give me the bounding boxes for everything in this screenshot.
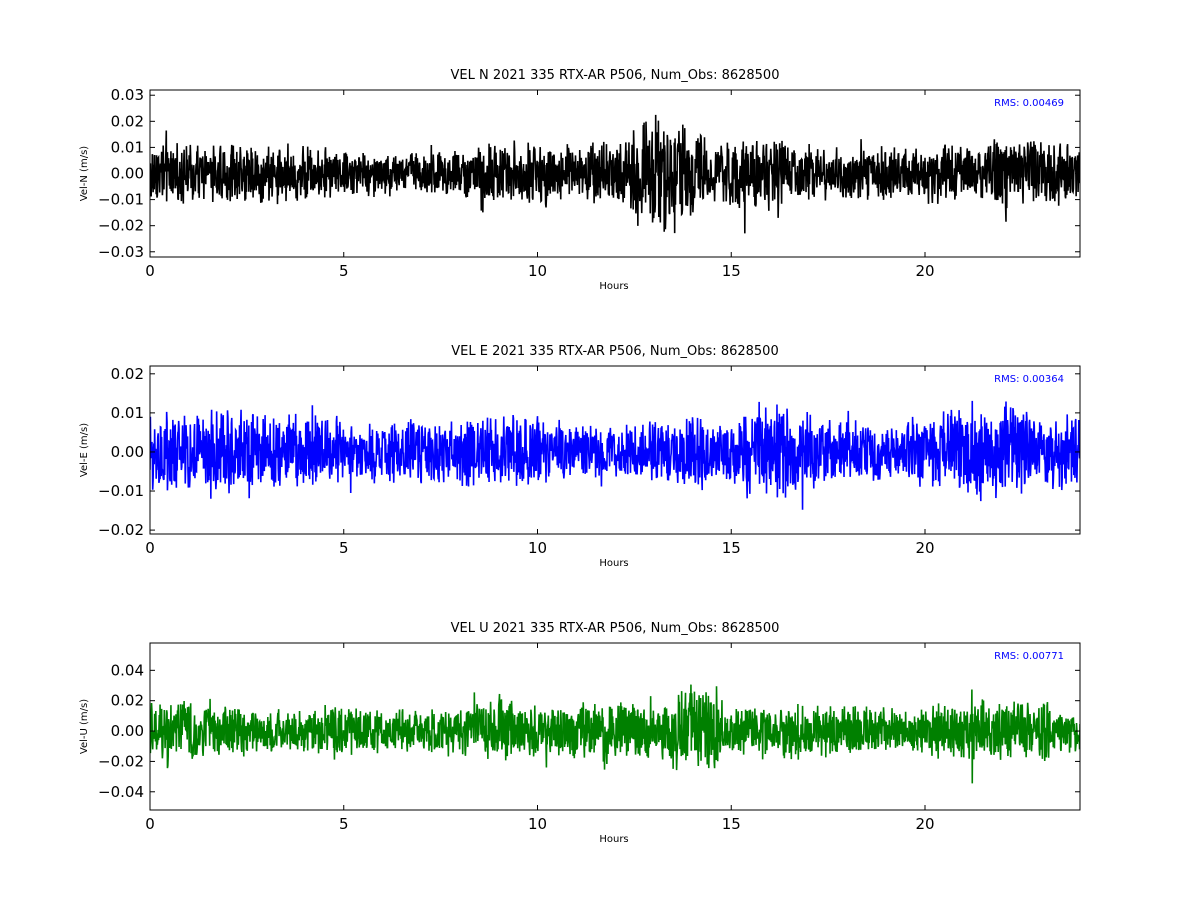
y-tick-label-n: 0.03 [111,86,144,104]
y-tick-label-u: 0.00 [111,722,144,740]
panel-e: 0 5 10 15 20 −0.02 −0.01 0.00 0.01 0.02 VEL E 2021… [79,344,1081,569]
x-tick-label-n: 20 [915,262,934,280]
y-tick-label-e: 0.00 [111,443,144,461]
chart-title-n: VEL N 2021 335 RTX-AR P506, Num_Obs: 862… [451,68,780,83]
y-tick-label-n: −0.03 [98,243,144,261]
axes-frame-u [149,642,1081,811]
chart-title-u: VEL U 2021 335 RTX-AR P506, Num_Obs: 862… [451,621,780,636]
x-tick-label-n: 5 [339,262,349,280]
y-axis-label-e: Vel-E (m/s) [79,423,90,477]
x-axis-label-e: Hours [599,558,628,569]
x-axis-label-n: Hours [599,281,628,292]
x-tick-label-n: 10 [528,262,547,280]
x-tick-label-e: 0 [145,539,155,557]
x-tick-label-e: 10 [528,539,547,557]
y-tick-label-e: 0.01 [111,404,144,422]
x-tick-label-u: 10 [528,815,547,833]
axes-frame-e [149,365,1081,535]
x-tick-label-e: 15 [722,539,741,557]
y-tick-label-u: 0.02 [111,692,144,710]
y-tick-label-n: 0.00 [111,165,144,183]
x-tick-label-u: 5 [339,815,349,833]
x-tick-label-n: 0 [145,262,155,280]
rms-annotation-n: RMS: 0.00469 [994,98,1064,109]
y-axis-label-u: Vel-U (m/s) [79,699,90,754]
y-tick-label-u: −0.02 [98,752,144,770]
y-tick-label-u: 0.04 [111,661,144,679]
panel-n: 0 5 10 15 20 −0.03 −0.02 −0.01 0.00 0.01 0.02 0.03 V… [79,68,1081,292]
y-tick-label-n: 0.01 [111,138,144,156]
y-axis-label-n: Vel-N (m/s) [79,146,90,201]
series-line-n [150,114,1080,234]
y-tick-label-n: 0.02 [111,112,144,130]
y-tick-label-e: 0.02 [111,365,144,383]
x-tick-label-e: 20 [915,539,934,557]
y-tick-label-u: −0.04 [98,783,144,801]
chart-title-e: VEL E 2021 335 RTX-AR P506, Num_Obs: 862… [451,344,778,359]
rms-annotation-u: RMS: 0.00771 [994,651,1064,662]
series-line-e [150,400,1080,510]
x-tick-label-n: 15 [722,262,741,280]
x-tick-label-e: 5 [339,539,349,557]
x-tick-label-u: 15 [722,815,741,833]
x-tick-label-u: 20 [915,815,934,833]
x-tick-label-u: 0 [145,815,155,833]
y-tick-label-e: −0.01 [98,482,144,500]
y-tick-label-n: −0.02 [98,217,144,235]
y-tick-label-e: −0.02 [98,521,144,539]
y-tick-label-n: −0.01 [98,191,144,209]
rms-annotation-e: RMS: 0.00364 [994,374,1064,385]
series-line-u [150,684,1080,784]
panel-u: 0 5 10 15 20 −0.04 −0.02 0.00 0.02 0.04 VEL U 2021… [79,621,1081,845]
x-axis-label-u: Hours [599,834,628,845]
